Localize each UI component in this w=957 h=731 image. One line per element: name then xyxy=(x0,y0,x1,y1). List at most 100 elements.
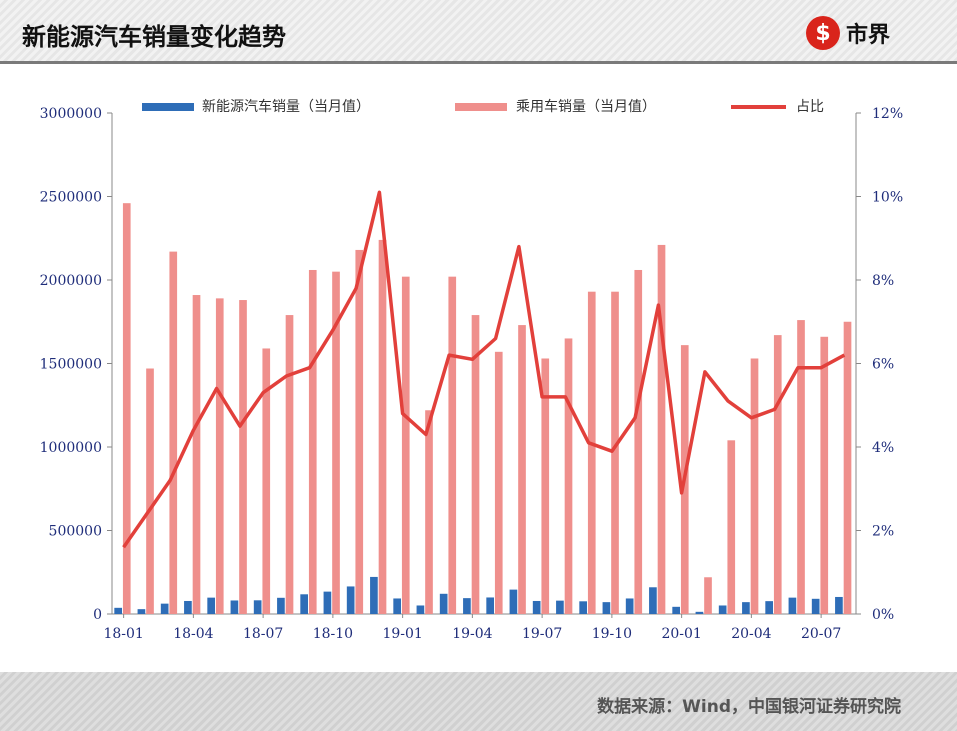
nev-sales-bar xyxy=(695,611,704,614)
legend-swatch-passenger xyxy=(455,103,507,111)
nev-sales-bar xyxy=(230,600,239,614)
passenger-sales-bar xyxy=(285,315,294,614)
legend-label-share: 占比 xyxy=(796,99,824,115)
passenger-sales-bar xyxy=(657,244,666,614)
page-title: 新能源汽车销量变化趋势 xyxy=(22,23,286,51)
x-tick-label: 19-01 xyxy=(382,626,422,642)
x-tick-label: 18-10 xyxy=(313,626,353,642)
x-tick-label: 19-10 xyxy=(592,626,632,642)
passenger-sales-bar xyxy=(494,351,503,614)
passenger-sales-bar xyxy=(587,291,596,614)
x-tick-label: 20-07 xyxy=(801,626,841,642)
nev-sales-bar xyxy=(532,600,541,614)
nev-sales-bar xyxy=(184,600,192,614)
y-right-tick-label: 2% xyxy=(872,524,894,540)
nev-sales-bar xyxy=(463,598,471,614)
dollar-circle-icon: $ xyxy=(806,16,840,50)
nev-sales-bar xyxy=(277,597,285,614)
passenger-sales-bar xyxy=(518,325,526,614)
sales-chart: 0 500000 1000000 1500000 2000000 2500000 30000… xyxy=(40,98,903,642)
nev-sales-bar xyxy=(486,597,494,614)
nev-sales-bar xyxy=(788,597,797,614)
passenger-sales-bar xyxy=(215,298,224,614)
footer-banner: 数据来源：Wind，中国银河证券研究院 xyxy=(0,672,957,731)
nev-sales-bar xyxy=(765,601,773,614)
share-line xyxy=(122,190,846,549)
passenger-sales-bar xyxy=(192,295,201,614)
x-tick-label: 18-07 xyxy=(243,626,283,642)
passenger-sales-bar xyxy=(471,315,480,614)
brand-logo: $ 市界 xyxy=(806,14,890,52)
nev-sales-bar xyxy=(718,605,727,614)
passenger-sales-bar xyxy=(332,271,340,614)
passenger-sales-bar xyxy=(843,321,852,614)
nev-sales-bar xyxy=(253,600,262,614)
nev-sales-bar xyxy=(300,594,308,614)
data-source: 数据来源：Wind，中国银河证券研究院 xyxy=(597,697,901,717)
nev-sales-bar xyxy=(509,589,518,614)
nev-sales-bar xyxy=(742,602,750,614)
passenger-sales-bar xyxy=(169,251,178,615)
passenger-sales-bar xyxy=(355,249,364,614)
x-tick-label: 18-04 xyxy=(173,626,213,642)
y-left-tick-label: 0 xyxy=(93,607,102,623)
passenger-sales-bar xyxy=(564,338,573,614)
y-right-tick-label: 4% xyxy=(872,440,894,456)
nev-sales-bar xyxy=(207,597,215,614)
nev-sales-bar xyxy=(346,586,355,614)
passenger-sales-bar xyxy=(425,410,433,614)
y-left-tick-label: 1000000 xyxy=(40,440,102,456)
nev-sales-bar xyxy=(811,598,820,614)
x-tick-label: 19-04 xyxy=(452,626,492,642)
passenger-sales-bar xyxy=(773,335,782,614)
y-right-tick-label: 12% xyxy=(872,106,903,122)
x-tick-label: 20-01 xyxy=(661,626,701,642)
passenger-sales-bar xyxy=(308,269,317,614)
brand-name: 市界 xyxy=(846,23,891,48)
passenger-sales-bar xyxy=(634,269,643,614)
nev-sales-bar xyxy=(579,601,587,614)
passenger-sales-bar xyxy=(704,577,712,614)
legend-label-nev: 新能源汽车销量（当月值） xyxy=(202,98,370,115)
y-right-tick-label: 6% xyxy=(872,357,894,373)
x-tick-label: 20-04 xyxy=(731,626,771,642)
y-left-tick-label: 2500000 xyxy=(40,190,102,206)
nev-sales-bar xyxy=(160,603,169,614)
nev-sales-bar xyxy=(323,591,332,614)
nev-sales-bar xyxy=(649,587,657,614)
nev-sales-bar xyxy=(114,607,122,614)
passenger-sales-bar xyxy=(378,239,387,615)
passenger-sales-bar xyxy=(727,440,736,614)
nev-sales-bar xyxy=(835,596,843,614)
nev-sales-bar xyxy=(416,605,425,614)
y-left-tick-label: 3000000 xyxy=(40,106,102,122)
passenger-sales-bar xyxy=(797,320,805,614)
nev-sales-bar xyxy=(439,593,448,614)
passenger-sales-bar xyxy=(146,368,154,614)
passenger-sales-bar xyxy=(239,300,247,614)
y-left-tick-label: 500000 xyxy=(49,524,102,540)
passenger-sales-bar xyxy=(611,291,619,614)
passenger-sales-bar xyxy=(541,358,550,614)
passenger-sales-bar xyxy=(401,276,410,614)
passenger-sales-bar xyxy=(820,336,829,614)
nev-sales-bar xyxy=(393,598,401,614)
x-tick-label: 18-01 xyxy=(103,626,143,642)
nev-sales-bar xyxy=(556,600,564,614)
legend-swatch-nev xyxy=(142,103,194,111)
y-right-tick-label: 10% xyxy=(872,190,903,206)
nev-sales-bar xyxy=(602,602,611,614)
nev-sales-bar xyxy=(672,606,680,614)
x-tick-label: 19-07 xyxy=(522,626,562,642)
y-right-tick-label: 0% xyxy=(872,607,894,623)
header-divider xyxy=(0,61,957,64)
y-right-tick-label: 8% xyxy=(872,273,894,289)
passenger-sales-bar xyxy=(262,348,271,614)
y-left-tick-label: 2000000 xyxy=(40,273,102,289)
nev-sales-bar xyxy=(370,576,378,614)
header-banner: 新能源汽车销量变化趋势 $ 市界 xyxy=(0,0,957,64)
passenger-sales-bar xyxy=(448,276,457,614)
nev-sales-bar xyxy=(625,598,634,614)
nev-sales-bar xyxy=(137,609,146,614)
passenger-sales-bar xyxy=(122,203,131,614)
